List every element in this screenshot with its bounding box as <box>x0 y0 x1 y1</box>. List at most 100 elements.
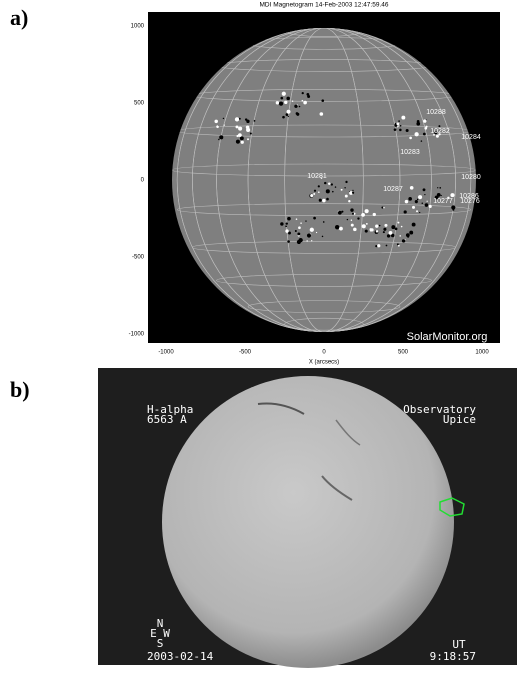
x-tick-label: 1000 <box>475 350 489 356</box>
feature <box>305 220 306 221</box>
feature <box>214 120 217 123</box>
region-label: 10281 <box>307 173 327 180</box>
feature <box>414 132 418 136</box>
feature <box>348 200 350 202</box>
feature <box>387 234 390 237</box>
feature <box>294 105 297 108</box>
feature <box>307 233 311 237</box>
feature <box>389 231 393 235</box>
x-tick-label: 0 <box>322 350 326 356</box>
feature <box>383 207 385 209</box>
feature <box>223 118 224 119</box>
feature <box>282 92 286 96</box>
feature <box>286 222 288 224</box>
feature <box>240 136 244 140</box>
y-tick-label: 0 <box>141 178 145 184</box>
y-tick-label: -1000 <box>129 332 145 338</box>
feature <box>318 185 320 187</box>
feature <box>276 101 279 104</box>
feature <box>338 211 342 215</box>
feature <box>350 208 353 211</box>
feature <box>416 210 418 212</box>
feature <box>351 220 352 221</box>
feature <box>423 188 426 191</box>
feature <box>345 181 347 183</box>
feature <box>286 97 290 101</box>
panel-title: MDI Magnetogram 14-Feb-2003 12:47:59.46 <box>260 2 389 9</box>
feature <box>402 239 405 242</box>
feature <box>373 213 376 216</box>
feature <box>450 193 454 197</box>
feature <box>218 139 219 140</box>
feature <box>401 116 405 120</box>
feature <box>375 245 377 247</box>
feature <box>423 119 426 122</box>
feature <box>287 110 291 114</box>
feature <box>322 199 326 203</box>
watermark: SolarMonitor.org <box>407 331 488 343</box>
feature <box>324 182 326 184</box>
feature <box>406 129 409 132</box>
time-text: 9:18:57 <box>430 650 476 663</box>
feature <box>400 125 402 127</box>
feature <box>311 240 312 241</box>
feature <box>279 101 283 105</box>
feature <box>353 228 357 232</box>
feature <box>352 190 353 191</box>
feature <box>437 187 438 188</box>
feature <box>238 133 242 137</box>
feature <box>412 206 415 209</box>
feature <box>422 203 423 204</box>
feature <box>310 228 314 232</box>
feature <box>307 95 310 98</box>
feature <box>386 245 388 247</box>
feature <box>216 125 219 128</box>
feature <box>441 195 442 196</box>
panel-label: b) <box>10 377 30 402</box>
feature <box>297 232 300 235</box>
feature <box>377 244 380 247</box>
feature <box>328 183 330 185</box>
feature <box>412 223 416 227</box>
feature <box>351 224 354 227</box>
feature <box>418 195 422 199</box>
feature <box>419 212 420 213</box>
feature <box>288 116 289 117</box>
feature <box>352 213 354 215</box>
feature <box>284 101 287 104</box>
feature <box>375 224 378 227</box>
feature <box>398 245 400 247</box>
feature <box>219 135 223 139</box>
feature <box>341 189 343 191</box>
feature <box>357 217 359 219</box>
y-tick-label: 500 <box>134 101 145 107</box>
feature <box>250 132 252 134</box>
figure: a) b) MDI Magnetogram 14-Feb-2003 12:47:… <box>0 0 518 693</box>
feature <box>421 140 422 141</box>
feature <box>335 225 339 229</box>
feature <box>331 183 333 185</box>
feature <box>417 199 418 200</box>
feature <box>405 200 408 203</box>
feature <box>404 210 407 213</box>
feature <box>409 137 412 140</box>
region-label: 10284 <box>461 134 481 141</box>
compass: S <box>157 637 164 650</box>
feature <box>280 97 283 100</box>
feature <box>427 201 428 202</box>
region-label: 10276 <box>460 198 480 205</box>
feature <box>391 225 395 229</box>
feature <box>247 138 249 140</box>
feature <box>345 195 348 198</box>
feature <box>436 135 439 138</box>
feature <box>384 224 387 227</box>
feature <box>295 230 297 232</box>
y-tick-label: 1000 <box>131 24 145 30</box>
feature <box>254 120 256 122</box>
date-text: 2003-02-14 <box>147 650 214 663</box>
x-tick-label: -500 <box>239 350 252 356</box>
feature <box>396 123 399 126</box>
feature <box>424 127 427 130</box>
feature <box>395 228 398 231</box>
feature <box>287 240 290 243</box>
